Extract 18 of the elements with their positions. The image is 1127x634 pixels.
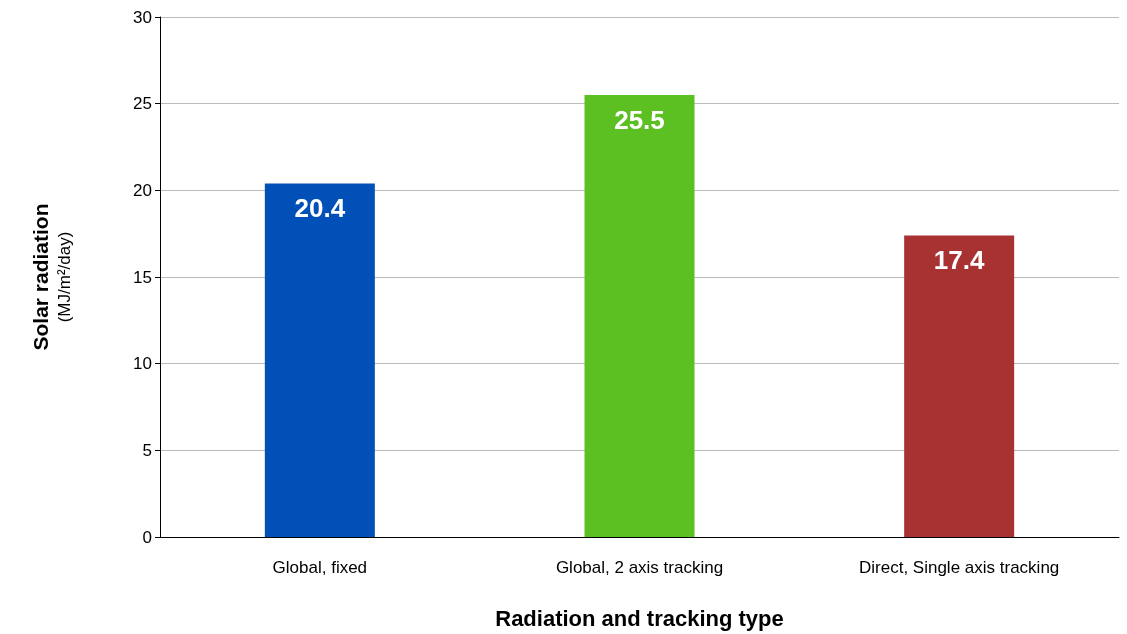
data-label: 25.5 <box>614 105 665 135</box>
data-label: 20.4 <box>294 193 346 224</box>
bar <box>264 183 375 537</box>
y-tick-label: 5 <box>142 440 152 460</box>
y-tick-label: 10 <box>133 354 152 374</box>
y-tick-label: 15 <box>133 267 152 287</box>
bar <box>584 95 695 537</box>
bar <box>904 235 1015 537</box>
x-tick-label: Direct, Single axis tracking <box>859 558 1060 577</box>
x-axis-title: Radiation and tracking type <box>495 605 784 631</box>
y-tick-label: 0 <box>142 527 152 547</box>
data-label: 17.4 <box>933 245 986 276</box>
y-tick-label: 20 <box>133 180 152 200</box>
x-tick-label: Global, fixed <box>272 558 368 577</box>
y-axis-title: Solar radiation (MJ/m²/day) <box>28 203 74 351</box>
x-tick-label: Global, 2 axis tracking <box>555 558 724 577</box>
y-tick-label: 30 <box>133 7 152 27</box>
y-tick-label: 25 <box>133 94 152 114</box>
